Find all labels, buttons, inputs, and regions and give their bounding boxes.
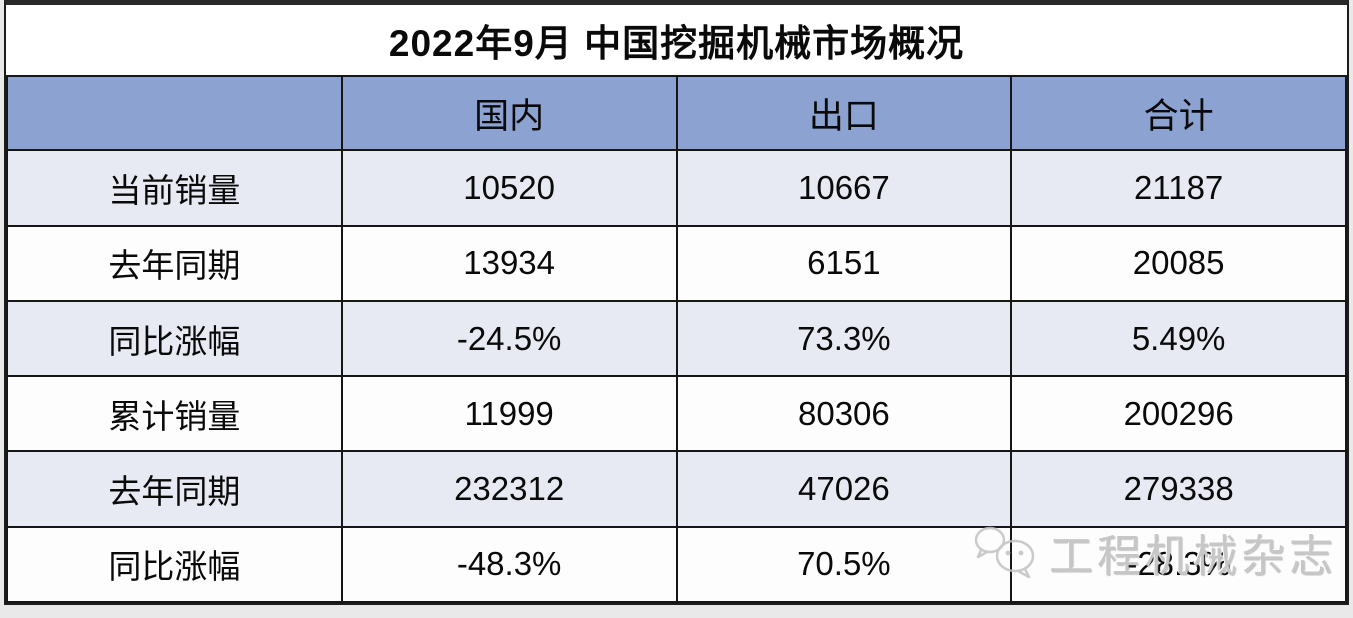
header-cell-export: 出口 xyxy=(675,75,1013,152)
cell-value: 10520 xyxy=(340,149,678,227)
table-title: 2022年9月 中国挖掘机械市场概况 xyxy=(7,5,1346,78)
cell-value: 47026 xyxy=(675,450,1013,528)
table-row: 去年同期 232312 47026 279338 xyxy=(6,450,1347,528)
table-row: 去年同期 13934 6151 20085 xyxy=(6,224,1347,302)
row-label: 累计销量 xyxy=(6,375,343,453)
cell-value: -24.5% xyxy=(340,299,678,378)
data-table: 2022年9月 中国挖掘机械市场概况 国内 出口 合计 当前销量 10520 1… xyxy=(6,5,1347,604)
row-label: 同比涨幅 xyxy=(6,525,343,604)
row-label: 当前销量 xyxy=(6,149,343,227)
header-cell-domestic: 国内 xyxy=(340,75,678,152)
table-row: 累计销量 11999 80306 200296 xyxy=(6,375,1347,453)
cell-value: 232312 xyxy=(340,450,678,528)
row-label: 去年同期 xyxy=(6,224,343,302)
cell-value: 6151 xyxy=(675,224,1013,302)
cell-value: 279338 xyxy=(1010,450,1347,528)
table-header-row: 国内 出口 合计 xyxy=(6,75,1347,152)
cell-value: 5.49% xyxy=(1010,299,1347,378)
table-row: 同比涨幅 -48.3% 70.5% -28.3% xyxy=(6,525,1347,604)
row-label: 去年同期 xyxy=(6,450,343,528)
cell-value: 10667 xyxy=(675,149,1013,227)
table-row: 当前销量 10520 10667 21187 xyxy=(6,149,1347,227)
cell-value: -48.3% xyxy=(340,525,678,604)
cell-value: 11999 xyxy=(340,375,678,453)
row-label: 同比涨幅 xyxy=(6,299,343,378)
cell-value: 200296 xyxy=(1010,375,1347,453)
table-row: 同比涨幅 -24.5% 73.3% 5.49% xyxy=(6,299,1347,378)
cell-value: 70.5% xyxy=(675,525,1013,604)
header-cell-empty xyxy=(6,75,343,152)
market-overview-table: 2022年9月 中国挖掘机械市场概况 国内 出口 合计 当前销量 10520 1… xyxy=(4,0,1349,605)
cell-value: 80306 xyxy=(675,375,1013,453)
cell-value: 73.3% xyxy=(675,299,1013,378)
cell-value: 21187 xyxy=(1010,149,1347,227)
table-title-row: 2022年9月 中国挖掘机械市场概况 xyxy=(7,5,1346,78)
cell-value: 13934 xyxy=(340,224,678,302)
cell-value: -28.3% xyxy=(1010,525,1347,604)
cell-value: 20085 xyxy=(1010,224,1347,302)
header-cell-total: 合计 xyxy=(1010,75,1347,152)
